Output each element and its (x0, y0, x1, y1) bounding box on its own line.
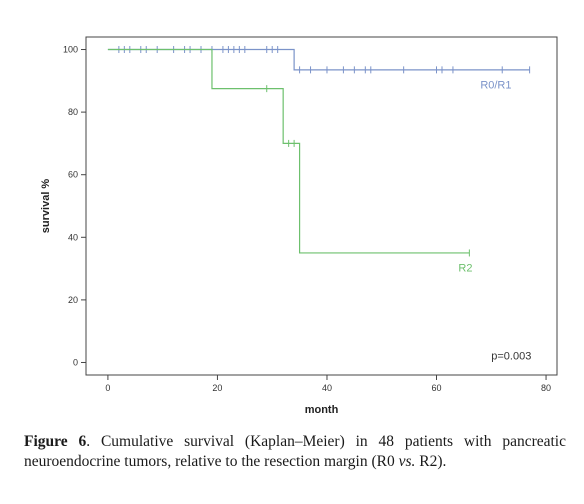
y-tick-label: 0 (73, 357, 78, 367)
y-axis-title: survival % (40, 179, 52, 234)
y-tick-label: 20 (68, 295, 78, 305)
caption-label: Figure 6 (24, 433, 87, 450)
chart-series: R0/R1 R2 (107, 46, 531, 275)
y-tick-label: 40 (68, 232, 78, 242)
series-line-r2 (107, 48, 470, 254)
caption-text: . Cumulative survival (Kaplan–Meier) in … (24, 433, 566, 470)
caption-vs: vs. (398, 453, 416, 470)
caption-end: R2). (415, 453, 447, 470)
x-tick-label: 0 (105, 383, 110, 393)
p-value-annotation: p=0.003 (491, 350, 531, 362)
x-tick-label: 80 (541, 383, 551, 393)
series-label: R2 (458, 263, 472, 275)
figure-caption: Figure 6. Cumulative survival (Kaplan–Me… (24, 432, 566, 472)
y-tick-label: 100 (63, 45, 78, 55)
y-tick-label: 80 (68, 107, 78, 117)
x-tick-label: 40 (322, 383, 332, 393)
series-line-r0-r1 (107, 48, 530, 71)
x-tick-label: 60 (432, 383, 442, 393)
x-tick-label: 20 (212, 383, 222, 393)
km-survival-chart: 0 20 40 60 80 0 20 40 60 80 100 R0/R1 R2 month surv… (40, 36, 558, 416)
series-label: R0/R1 (480, 80, 511, 92)
x-axis-title: month (305, 404, 339, 416)
plot-frame (85, 36, 558, 376)
chart-axes: 0 20 40 60 80 0 20 40 60 80 100 (63, 36, 558, 393)
chart-svg: 0 20 40 60 80 0 20 40 60 80 100 R0/R1 R2 month surv… (40, 36, 558, 416)
y-tick-label: 60 (68, 170, 78, 180)
